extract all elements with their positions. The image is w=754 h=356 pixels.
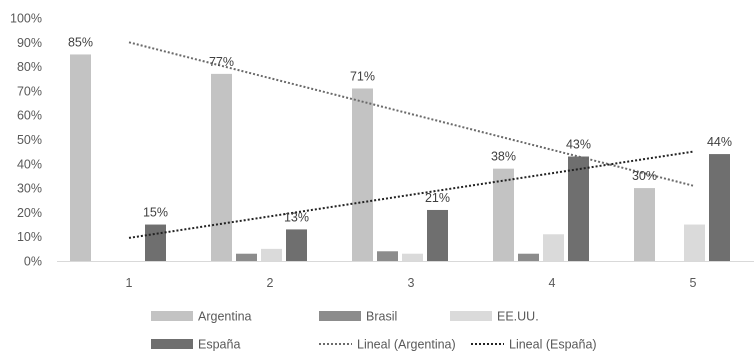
data-label: 15%	[143, 206, 168, 220]
bar-españa-1	[145, 224, 166, 261]
y-tick-label: 50%	[17, 133, 42, 147]
x-tick-label: 2	[267, 276, 274, 290]
x-tick-label: 3	[408, 276, 415, 290]
bar-argentina-1	[70, 54, 91, 262]
data-label: 71%	[350, 69, 375, 83]
legend-item: Lineal (España)	[471, 338, 597, 352]
bar-españa-4	[568, 156, 589, 261]
y-axis-ticks: 0% 10% 20% 30% 40% 50% 60% 70% 80% 90% 100%	[10, 12, 42, 269]
trendlines-group	[128, 41, 694, 239]
bar-brasil-4	[518, 253, 539, 261]
x-tick-label: 4	[549, 276, 556, 290]
legend-label: Argentina	[198, 310, 252, 324]
x-tick-label: 1	[126, 276, 133, 290]
data-label: 30%	[632, 169, 657, 183]
data-label: 38%	[491, 150, 516, 164]
y-tick-label: 40%	[17, 157, 42, 171]
bar-argentina-3	[352, 88, 373, 261]
legend-item: Brasil	[319, 310, 397, 324]
bar-argentina-4	[493, 168, 514, 261]
legend-item: España	[151, 338, 240, 352]
bar-ee-uu--3	[402, 253, 423, 261]
y-tick-label: 0%	[24, 255, 42, 269]
legend-label: España	[198, 338, 240, 352]
y-tick-label: 60%	[17, 109, 42, 123]
legend-label: Lineal (España)	[509, 338, 597, 352]
legend-label: EE.UU.	[497, 310, 539, 324]
legend-label: Brasil	[366, 310, 397, 324]
data-label: 44%	[707, 135, 732, 149]
bar-ee-uu--5	[684, 224, 705, 261]
y-tick-label: 30%	[17, 182, 42, 196]
legend-swatch	[319, 311, 361, 321]
bars-group	[70, 54, 730, 262]
bar-brasil-2	[236, 253, 257, 261]
bar-españa-3	[427, 209, 448, 261]
legend-swatch	[450, 311, 492, 321]
data-label: 43%	[566, 138, 591, 152]
legend-item: EE.UU.	[450, 310, 539, 324]
bar-brasil-3	[377, 251, 398, 261]
x-axis: 1 2 3 4 5	[57, 261, 754, 290]
bar-ee-uu--4	[543, 234, 564, 261]
data-label: 85%	[68, 35, 93, 49]
y-tick-label: 10%	[17, 230, 42, 244]
y-tick-label: 90%	[17, 36, 42, 50]
trendline-argentina	[128, 41, 694, 187]
data-label: 77%	[209, 55, 234, 69]
bar-españa-2	[286, 229, 307, 261]
y-tick-label: 20%	[17, 206, 42, 220]
y-tick-label: 100%	[10, 12, 42, 26]
x-tick-label: 5	[690, 276, 697, 290]
y-tick-label: 80%	[17, 60, 42, 74]
legend-swatch	[151, 311, 193, 321]
legend-swatch	[151, 339, 193, 349]
data-label: 21%	[425, 191, 450, 205]
data-labels-group: 85% 77% 71% 38% 30% 15% 13% 21% 43% 44%	[68, 35, 732, 224]
legend-item: Lineal (Argentina)	[319, 338, 456, 352]
bar-ee-uu--2	[261, 248, 282, 261]
bar-españa-5	[709, 154, 730, 261]
y-tick-label: 70%	[17, 84, 42, 98]
trendline-españa	[128, 150, 694, 239]
legend: Argentina Brasil EE.UU. España Lineal (Argen…	[151, 310, 597, 352]
bar-argentina-5	[634, 188, 655, 261]
legend-label: Lineal (Argentina)	[357, 338, 456, 352]
legend-item: Argentina	[151, 310, 252, 324]
bar-argentina-2	[211, 73, 232, 261]
data-label: 13%	[284, 210, 309, 224]
